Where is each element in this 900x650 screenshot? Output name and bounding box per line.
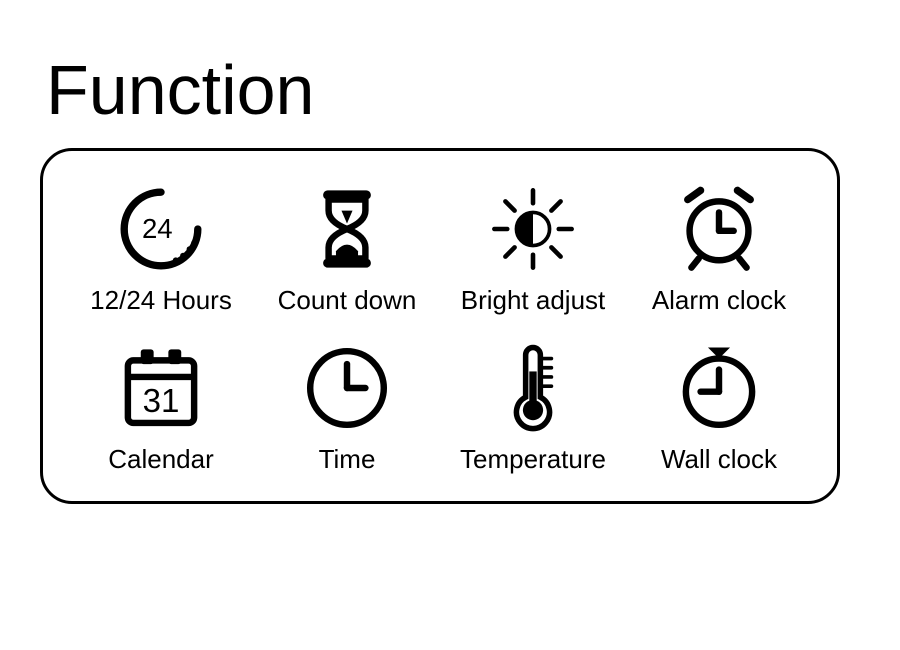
item-label: Temperature	[460, 444, 606, 475]
item-hours-12-24: 24 12/24 Hours	[73, 179, 249, 316]
item-label: 12/24 Hours	[90, 285, 232, 316]
wall-clock-icon	[673, 338, 765, 438]
function-panel: 24 12/24 Hours Count down	[40, 148, 840, 504]
function-grid: 24 12/24 Hours Count down	[73, 179, 807, 475]
item-label: Time	[319, 444, 376, 475]
thermometer-icon	[487, 338, 579, 438]
item-calendar: 31 Calendar	[73, 338, 249, 475]
item-time: Time	[259, 338, 435, 475]
item-wall-clock: Wall clock	[631, 338, 807, 475]
clock-24-icon: 24	[115, 179, 207, 279]
item-temperature: Temperature	[445, 338, 621, 475]
item-label: Count down	[278, 285, 417, 316]
item-count-down: Count down	[259, 179, 435, 316]
clock-icon	[301, 338, 393, 438]
item-bright-adjust: Bright adjust	[445, 179, 621, 316]
alarm-clock-icon	[673, 179, 765, 279]
item-label: Calendar	[108, 444, 214, 475]
brightness-icon	[487, 179, 579, 279]
calendar-icon: 31	[115, 338, 207, 438]
item-label: Alarm clock	[652, 285, 786, 316]
hourglass-icon	[301, 179, 393, 279]
item-label: Bright adjust	[461, 285, 606, 316]
item-alarm-clock: Alarm clock	[631, 179, 807, 316]
svg-text:24: 24	[142, 213, 173, 244]
page-title: Function	[46, 50, 860, 130]
item-label: Wall clock	[661, 444, 777, 475]
svg-text:31: 31	[143, 383, 180, 420]
